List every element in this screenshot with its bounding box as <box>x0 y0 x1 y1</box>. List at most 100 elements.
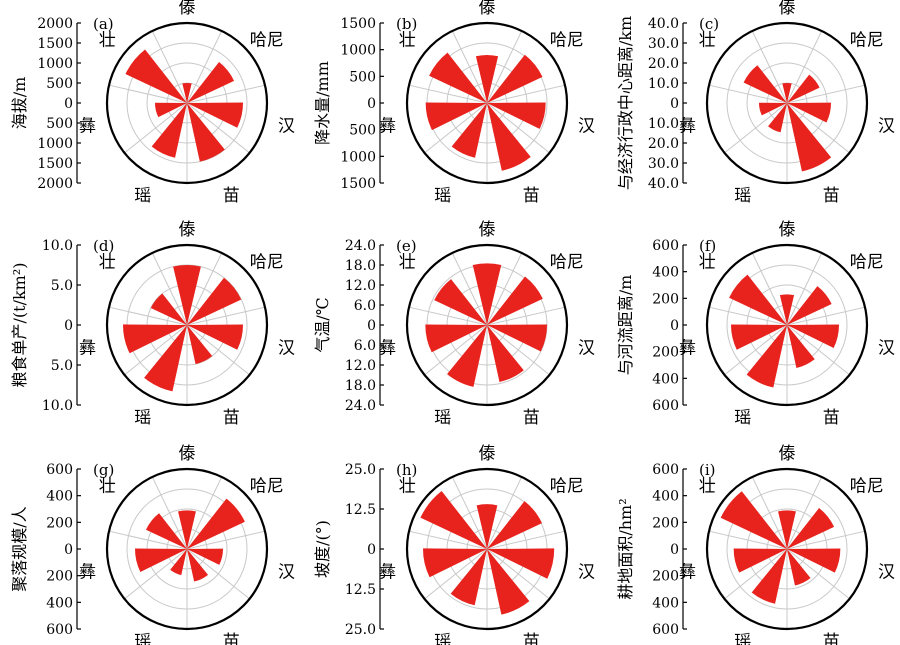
tick-label: 30.0 <box>648 36 679 52</box>
category-label: 壮 <box>399 252 416 272</box>
tick-label: 200 <box>652 291 679 307</box>
category-label: 哈尼 <box>250 476 284 496</box>
grid-spoke <box>486 102 550 154</box>
tick-label: 5.0 <box>51 278 73 294</box>
category-label: 傣 <box>179 220 196 240</box>
tick-label: 0 <box>64 542 73 558</box>
grid-spoke <box>786 30 823 104</box>
petal-汉 <box>187 102 244 128</box>
tick-label: 0 <box>367 542 376 558</box>
petal-傣 <box>182 82 192 103</box>
petal-彝 <box>122 324 187 354</box>
tick-label: 600 <box>652 622 679 638</box>
petal-傣 <box>472 263 502 325</box>
category-label: 苗 <box>523 186 540 206</box>
axis-title: 坡度/(°) <box>313 520 332 578</box>
category-label: 哈尼 <box>550 252 584 272</box>
grid-spoke <box>186 102 250 154</box>
petal-彝 <box>134 548 187 572</box>
category-label: 彝 <box>379 339 396 359</box>
tick-label: 12.5 <box>345 582 376 598</box>
tick-label: 200 <box>652 515 679 531</box>
tick-label: 10.0 <box>42 398 73 414</box>
petal-傣 <box>178 510 196 549</box>
grid-spoke <box>786 548 850 600</box>
grid-spoke <box>724 324 788 376</box>
petal-壮 <box>429 52 487 103</box>
petal-瑶 <box>768 103 787 133</box>
grid-spoke <box>486 252 523 326</box>
tick-label: 600 <box>652 398 679 414</box>
grid-spoke <box>151 252 188 326</box>
grid-spoke <box>124 548 188 600</box>
outer-ring <box>105 21 269 185</box>
tick-label: 10.0 <box>648 116 679 132</box>
category-label: 彝 <box>679 339 696 359</box>
petal-哈尼 <box>787 286 832 325</box>
grid-spoke <box>751 476 788 550</box>
petal-壮 <box>420 491 487 549</box>
petal-壮 <box>743 65 787 103</box>
grid-spoke <box>451 252 488 326</box>
petal-苗 <box>487 325 524 382</box>
grid-spoke <box>486 84 566 104</box>
grid-spoke <box>124 324 188 376</box>
category-label: 彝 <box>79 563 96 583</box>
grid-spoke <box>786 476 823 550</box>
category-label: 瑶 <box>434 408 451 428</box>
category-label: 彝 <box>379 563 396 583</box>
grid-spoke <box>451 476 488 550</box>
grid-spoke <box>186 548 250 600</box>
category-label: 傣 <box>779 444 796 464</box>
category-label: 苗 <box>523 632 540 645</box>
grid-spoke <box>151 476 188 550</box>
grid-spoke <box>408 306 488 326</box>
category-label: 苗 <box>223 408 240 428</box>
outer-ring <box>405 21 569 185</box>
petal-壮 <box>145 513 187 549</box>
grid-spoke <box>186 306 266 326</box>
axis-title: 与经济行政中心距离/km <box>616 16 635 190</box>
category-label: 瑶 <box>134 408 151 428</box>
category-label: 苗 <box>823 632 840 645</box>
grid-spoke <box>786 84 866 104</box>
tick-label: 400 <box>652 489 679 505</box>
category-label: 苗 <box>523 408 540 428</box>
category-label: 苗 <box>223 632 240 645</box>
tick-label: 600 <box>652 238 679 254</box>
tick-label: 500 <box>46 76 73 92</box>
category-label: 瑶 <box>434 186 451 206</box>
petal-壮 <box>125 49 187 103</box>
category-label: 傣 <box>779 220 796 240</box>
tick-label: 2000 <box>37 16 73 32</box>
petal-汉 <box>787 324 840 348</box>
petal-瑶 <box>151 103 187 158</box>
grid-spoke <box>486 548 550 600</box>
tick-label: 12.0 <box>345 278 376 294</box>
grid-spoke <box>486 530 566 550</box>
category-label: 汉 <box>878 563 895 583</box>
petal-哈尼 <box>187 498 245 549</box>
petal-彝 <box>758 102 787 116</box>
tick-label: 600 <box>46 462 73 478</box>
grid-spoke <box>424 102 488 154</box>
category-label: 瑶 <box>134 186 151 206</box>
petal-瑶 <box>746 325 787 388</box>
petal-苗 <box>187 103 225 162</box>
category-label: 哈尼 <box>550 476 584 496</box>
category-label: 傣 <box>479 0 496 18</box>
category-label: 彝 <box>79 117 96 137</box>
grid-spoke <box>424 548 488 600</box>
tick-label: 5.0 <box>51 358 73 374</box>
tick-label: 0 <box>64 318 73 334</box>
petal-彝 <box>733 548 787 573</box>
petal-哈尼 <box>787 508 835 549</box>
tick-label: 400 <box>652 595 679 611</box>
tick-label: 200 <box>46 515 73 531</box>
petal-苗 <box>487 549 530 615</box>
tick-label: 0 <box>670 542 679 558</box>
